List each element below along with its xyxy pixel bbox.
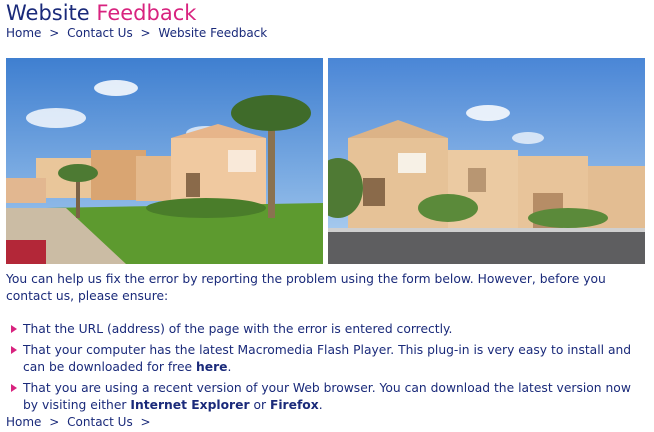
- breadcrumb-bottom: Home > Contact Us >: [6, 414, 155, 430]
- list-item: That your computer has the latest Macrom…: [6, 342, 648, 376]
- page-title-part1: Website: [6, 1, 97, 25]
- internet-explorer-link[interactable]: Internet Explorer: [130, 398, 250, 412]
- page-title-part2: Feedback: [96, 1, 197, 25]
- breadcrumb-contact-us-link[interactable]: Contact Us: [67, 415, 133, 429]
- breadcrumb-separator: >: [49, 415, 60, 429]
- breadcrumb-current: Website Feedback: [158, 26, 268, 40]
- list-item-text: That you are using a recent version of y…: [23, 381, 631, 412]
- list-item-punctuation: .: [227, 360, 232, 374]
- firefox-link[interactable]: Firefox: [269, 398, 319, 412]
- triangle-bullet-icon: [11, 346, 17, 354]
- villa-photo-left: [6, 58, 323, 264]
- page-title: Website Feedback: [6, 0, 196, 26]
- breadcrumb-separator: >: [140, 26, 151, 40]
- list-item-text: That your computer has the latest Macrom…: [23, 343, 632, 374]
- breadcrumb-separator: >: [49, 26, 60, 40]
- breadcrumb-home-link[interactable]: Home: [6, 26, 42, 40]
- list-item: That the URL (address) of the page with …: [6, 321, 648, 338]
- checklist: That the URL (address) of the page with …: [6, 321, 648, 418]
- intro-text: You can help us fix the error by reporti…: [6, 272, 606, 303]
- triangle-bullet-icon: [11, 325, 17, 333]
- list-item-text: That the URL (address) of the page with …: [23, 322, 453, 336]
- flash-download-link[interactable]: here: [196, 360, 228, 374]
- list-item-punctuation: .: [318, 398, 323, 412]
- breadcrumb-contact-us-link[interactable]: Contact Us: [67, 26, 133, 40]
- breadcrumb-home-link[interactable]: Home: [6, 415, 42, 429]
- breadcrumb-separator: >: [140, 415, 151, 429]
- breadcrumb: Home > Contact Us > Website Feedback: [6, 25, 267, 41]
- triangle-bullet-icon: [11, 384, 17, 392]
- list-item-connector: or: [249, 398, 270, 412]
- list-item: That you are using a recent version of y…: [6, 380, 648, 414]
- villa-photo-right: [328, 58, 645, 264]
